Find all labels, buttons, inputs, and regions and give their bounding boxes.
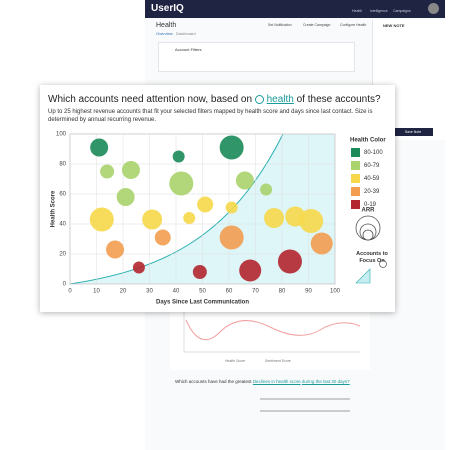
- legend-swatch: [351, 200, 360, 209]
- bubble: [239, 259, 262, 282]
- bubble: [277, 249, 302, 274]
- x-tick-label: 30: [146, 289, 153, 295]
- focus-curve: [69, 133, 284, 285]
- bubble: [106, 240, 125, 259]
- bubble: [172, 150, 185, 163]
- legend-swatch: [351, 148, 360, 157]
- bubble: [299, 209, 324, 233]
- slider[interactable]: [260, 398, 350, 400]
- bubble: [192, 265, 207, 279]
- avatar[interactable]: [428, 3, 439, 14]
- x-tick-label: 20: [120, 289, 127, 295]
- x-axis-label: Days Since Last Communication: [156, 300, 249, 306]
- x-tick-label: 100: [330, 289, 341, 295]
- y-tick-label: 20: [59, 252, 66, 258]
- bubble: [219, 135, 244, 160]
- x-tick-label: 90: [305, 289, 312, 295]
- nav-item[interactable]: Intelligence: [370, 9, 388, 13]
- question-text: Which accounts have had the greatest: [175, 379, 252, 384]
- bubble: [225, 201, 238, 214]
- filter-box: Account Filters: [158, 42, 355, 72]
- save-button[interactable]: Save Note: [393, 128, 433, 136]
- bubble: [183, 212, 196, 224]
- legend-label: Health Score: [225, 359, 246, 363]
- bubble: [197, 196, 214, 213]
- x-tick-label: 70: [252, 289, 259, 295]
- bubble: [169, 171, 194, 196]
- logo: UserIQ: [151, 3, 184, 14]
- info-icon[interactable]: [254, 94, 264, 104]
- x-tick-label: 0: [68, 289, 72, 295]
- title-link[interactable]: health: [266, 94, 294, 105]
- x-tick-label: 50: [199, 289, 206, 295]
- tab[interactable]: Overview: [156, 31, 173, 36]
- legend-label: 40-59: [364, 176, 380, 182]
- bubble: [154, 229, 171, 246]
- focus-icon: [355, 268, 371, 284]
- link[interactable]: Declines in health score: [252, 379, 301, 384]
- x-tick-label: 80: [279, 289, 286, 295]
- slider[interactable]: [260, 410, 350, 412]
- link[interactable]: during the last 30 days?: [301, 379, 350, 384]
- action[interactable]: Create Campaign: [303, 23, 331, 27]
- legend-swatch: [351, 174, 360, 183]
- filter-label: Account Filters: [175, 47, 202, 52]
- x-tick-label: 40: [173, 289, 180, 295]
- legend-label: 60-79: [364, 163, 380, 169]
- legend-swatch: [351, 161, 360, 170]
- bubble: [142, 209, 163, 230]
- nav-item[interactable]: Campaigns: [393, 9, 411, 13]
- x-tick-label: 10: [93, 289, 100, 295]
- bubble: [100, 164, 115, 179]
- title-text: of these accounts?: [296, 94, 381, 105]
- legend-label: 20-39: [364, 189, 380, 195]
- y-tick-label: 100: [56, 132, 67, 138]
- top-bar: UserIQ Health Intelligence Campaigns: [145, 0, 445, 18]
- legend-label: 0-19: [364, 202, 377, 208]
- legend-label: Sentiment Score: [265, 359, 291, 363]
- chart-subtitle: Up to 25 highest revenue accounts that f…: [48, 109, 373, 123]
- help-icon[interactable]: [379, 260, 387, 268]
- nav-item[interactable]: Health: [352, 9, 363, 13]
- bubble: [260, 183, 273, 196]
- bubble: [132, 261, 145, 274]
- y-tick-label: 0: [63, 282, 67, 288]
- legend-title: Health Color: [350, 138, 386, 144]
- y-tick-label: 40: [59, 222, 66, 228]
- note-title: NEW NOTE: [383, 23, 405, 28]
- chart-title: Which accounts need attention now, based…: [48, 94, 381, 105]
- line-chart: [183, 312, 361, 353]
- y-tick-label: 60: [59, 192, 66, 198]
- line: [185, 319, 361, 341]
- bubble: [264, 208, 285, 228]
- legend-swatch: [351, 187, 360, 196]
- bubble: [235, 171, 254, 190]
- size-legend-circle: [355, 215, 381, 241]
- bubble: [219, 225, 244, 250]
- page-title: Health: [156, 22, 177, 29]
- focus-legend: Accounts to Focus On: [356, 251, 388, 264]
- line-chart-card: Health Score Sentiment Score: [170, 312, 370, 370]
- size-legend-circle: [359, 223, 377, 241]
- size-legend-title: ARR: [362, 208, 376, 214]
- action[interactable]: Set Notification: [268, 23, 292, 27]
- bubble: [310, 232, 333, 255]
- bubble: [121, 161, 140, 179]
- x-tick-label: 60: [226, 289, 233, 295]
- y-axis-label: Health Score: [51, 190, 57, 227]
- bubble: [90, 138, 109, 157]
- focus-region: [70, 134, 335, 284]
- size-legend-circle: [362, 229, 374, 241]
- legend-label: 80-100: [364, 150, 383, 156]
- bubble: [116, 188, 135, 206]
- question: Which accounts have had the greatest Dec…: [175, 379, 350, 384]
- tab[interactable]: Dashboard: [176, 31, 196, 36]
- bubble: [89, 207, 114, 232]
- title-text: Which accounts need attention now, based…: [48, 94, 253, 105]
- action[interactable]: Configure Health: [340, 23, 367, 27]
- y-tick-label: 80: [59, 162, 66, 168]
